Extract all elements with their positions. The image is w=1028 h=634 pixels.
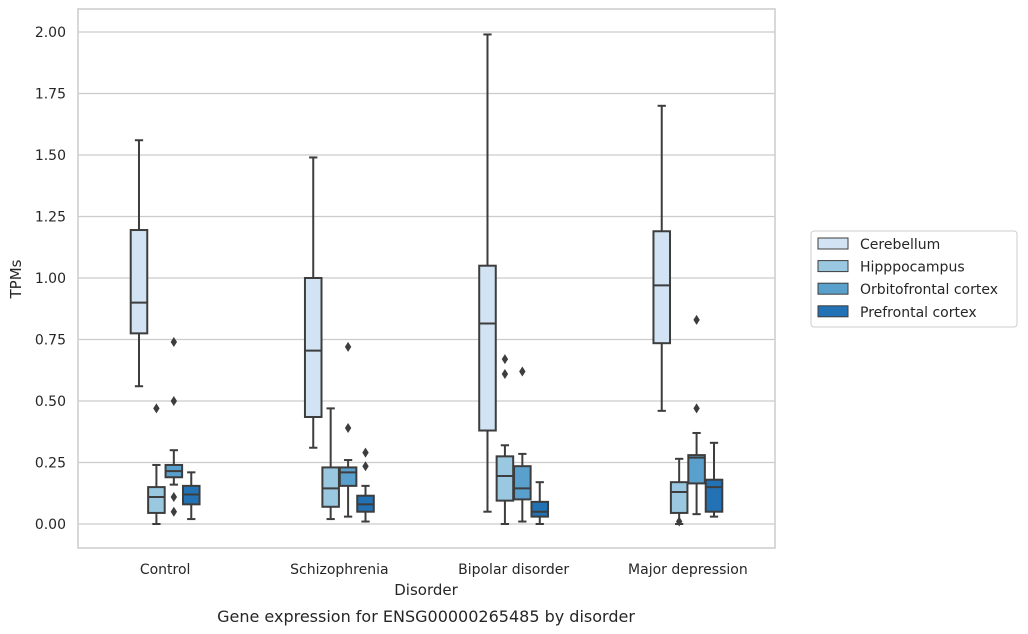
x-tick-label: Major depression xyxy=(628,562,748,578)
outlier-point xyxy=(501,354,509,365)
box-group xyxy=(147,403,166,525)
outlier-point xyxy=(362,447,369,458)
outlier-point xyxy=(693,314,700,325)
box-group xyxy=(338,341,358,518)
box-group xyxy=(530,481,550,525)
box-iqr xyxy=(652,230,672,345)
outlier-point xyxy=(344,341,352,352)
box-iqr xyxy=(530,500,550,518)
plot-frame xyxy=(77,8,776,549)
box-group xyxy=(321,407,340,521)
box-group xyxy=(669,457,689,527)
legend-swatch xyxy=(817,237,849,250)
outlier-point xyxy=(362,461,369,472)
y-tick-label: 0.75 xyxy=(35,333,66,349)
x-tick-label: Bipolar disorder xyxy=(458,562,569,578)
y-tick-label: 2.00 xyxy=(35,25,66,41)
legend: Cerebellum Hipppocampus Orbitofrontal cort… xyxy=(810,230,1018,328)
box-group xyxy=(356,447,375,523)
x-axis-ticks: Control Schizophrenia Bipolar disorder Majo… xyxy=(140,562,748,578)
outlier-point xyxy=(170,491,178,502)
legend-label: Cerebellum xyxy=(860,237,940,253)
outlier-point xyxy=(170,336,178,347)
outlier-point xyxy=(153,403,160,414)
box-group xyxy=(495,354,515,525)
box-iqr xyxy=(669,481,689,514)
box-group xyxy=(687,314,706,516)
legend-label: Hipppocampus xyxy=(860,260,965,276)
y-tick-label: 0.25 xyxy=(35,456,66,472)
box-group xyxy=(181,471,201,521)
box-group xyxy=(164,336,184,517)
y-tick-label: 1.50 xyxy=(35,148,66,164)
y-axis-title: TPMs xyxy=(7,259,25,299)
box-group xyxy=(478,33,497,513)
outlier-point xyxy=(693,403,700,414)
x-axis-title: Disorder xyxy=(394,581,458,599)
box-iqr xyxy=(338,466,358,487)
box-iqr xyxy=(303,277,323,418)
box-iqr xyxy=(478,264,497,432)
y-tick-label: 1.25 xyxy=(35,210,66,226)
grid-lines xyxy=(78,31,775,525)
box-iqr xyxy=(687,454,706,485)
box-iqr xyxy=(495,455,515,502)
outlier-point xyxy=(519,366,526,377)
chart-caption: Gene expression for ENSG00000265485 by d… xyxy=(217,607,635,626)
box-iqr xyxy=(129,229,149,335)
y-tick-label: 1.00 xyxy=(35,271,66,287)
y-tick-label: 0.50 xyxy=(35,394,66,410)
y-tick-label: 0.00 xyxy=(35,517,66,533)
box-iqr xyxy=(321,466,340,508)
outlier-point xyxy=(170,396,178,406)
box-iqr xyxy=(704,478,724,513)
outlier-point xyxy=(344,423,352,434)
y-axis-ticks: 0.00 0.25 0.50 0.75 1.00 1.25 1.50 1.75 2.00 xyxy=(35,25,66,533)
box-group xyxy=(129,139,149,388)
box-plot-series xyxy=(129,33,724,527)
box-group xyxy=(513,366,532,523)
box-group xyxy=(303,156,323,449)
y-tick-label: 1.75 xyxy=(35,87,66,103)
box-iqr xyxy=(513,465,532,501)
legend-swatch xyxy=(817,282,849,295)
outlier-point xyxy=(501,368,509,379)
legend-label: Orbitofrontal cortex xyxy=(860,282,998,298)
outlier-point xyxy=(170,506,178,517)
x-tick-label: Schizophrenia xyxy=(290,562,388,578)
legend-swatch xyxy=(817,260,849,273)
legend-swatch xyxy=(817,305,849,318)
legend-label: Prefrontal cortex xyxy=(860,305,977,321)
box-group xyxy=(704,441,724,518)
legend-frame xyxy=(810,230,1018,328)
x-tick-label: Control xyxy=(140,562,191,578)
box-group xyxy=(652,104,672,412)
outlier-point xyxy=(675,516,683,527)
box-iqr xyxy=(147,486,166,514)
